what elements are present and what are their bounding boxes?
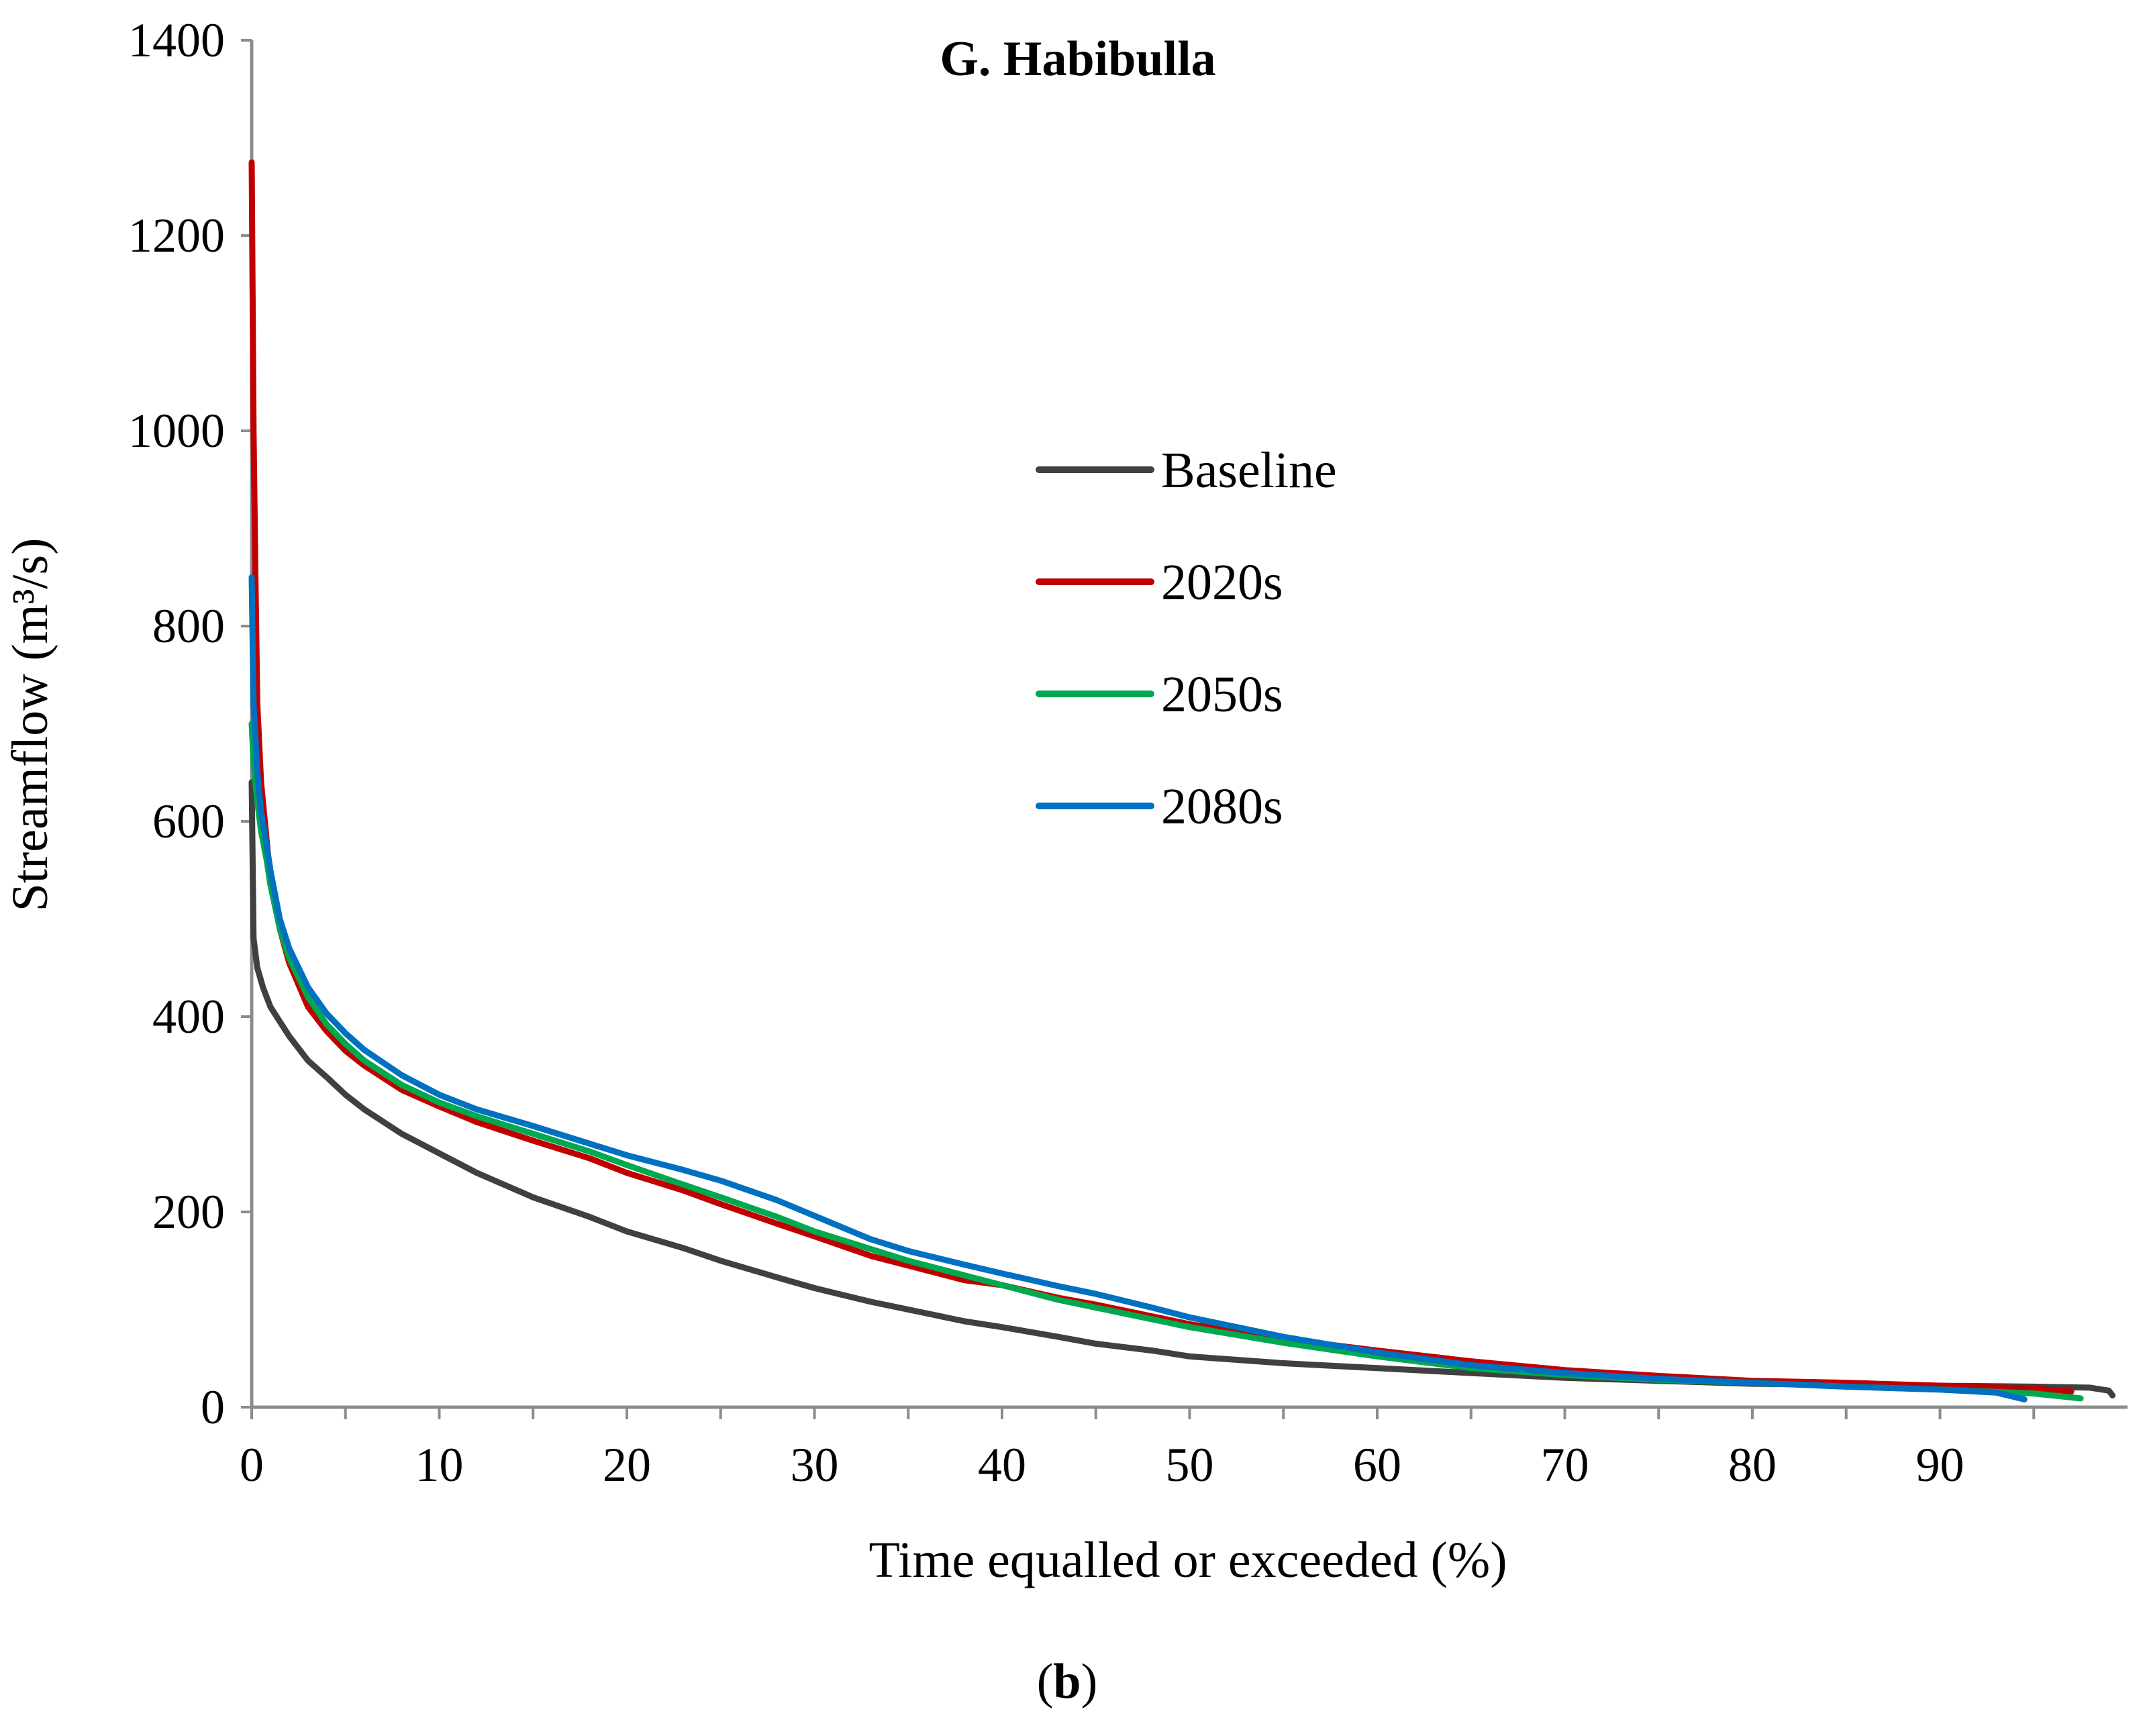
x-tick-label: 10	[415, 1438, 464, 1492]
chart-title: G. Habibulla	[940, 32, 1215, 87]
legend: Baseline 2020s 2050s 2080s	[1036, 442, 1337, 835]
y-tick-label: 1000	[128, 404, 225, 458]
y-tick-label: 1200	[128, 209, 225, 262]
series-line-2080s	[248, 574, 2028, 1402]
x-tick-label: 50	[1166, 1438, 1214, 1492]
legend-label-baseline: Baseline	[1161, 442, 1337, 499]
y-tick-label: 0	[201, 1380, 225, 1434]
y-axis-label: Streamflow (m³/s)	[2, 538, 58, 912]
legend-label-2050s: 2050s	[1161, 666, 1283, 723]
y-tick-label: 1400	[128, 13, 225, 67]
legend-label-2080s: 2080s	[1161, 778, 1283, 835]
panel-label-open: (	[1037, 1654, 1054, 1709]
x-tick-label: 40	[978, 1438, 1026, 1492]
y-tick-label: 200	[152, 1185, 225, 1239]
y-axis: 0 200 400 600 800 1000 1200 1400	[128, 13, 254, 1434]
y-tick-label: 600	[152, 795, 225, 848]
series-line-baseline	[248, 779, 2116, 1398]
legend-label-2020s: 2020s	[1161, 554, 1283, 611]
x-tick-label: 70	[1541, 1438, 1589, 1492]
series-layer	[248, 159, 2116, 1402]
panel-label: (b)	[1037, 1654, 1097, 1709]
x-tick-label: 80	[1728, 1438, 1777, 1492]
x-tick-label: 60	[1353, 1438, 1401, 1492]
x-tick-label: 0	[240, 1438, 264, 1492]
y-tick-label: 800	[152, 599, 225, 653]
series-line-2020s	[248, 159, 2075, 1395]
panel-label-letter: b	[1053, 1654, 1081, 1709]
x-axis-label: Time equalled or exceeded (%)	[868, 1532, 1507, 1588]
x-axis: 0 10 20 30 40 50 60 70 80 90	[240, 1405, 2128, 1492]
x-tick-label: 90	[1916, 1438, 1964, 1492]
x-tick-label: 30	[791, 1438, 839, 1492]
panel-label-close: )	[1081, 1654, 1098, 1709]
x-tick-label: 20	[603, 1438, 651, 1492]
y-tick-label: 400	[152, 990, 225, 1043]
